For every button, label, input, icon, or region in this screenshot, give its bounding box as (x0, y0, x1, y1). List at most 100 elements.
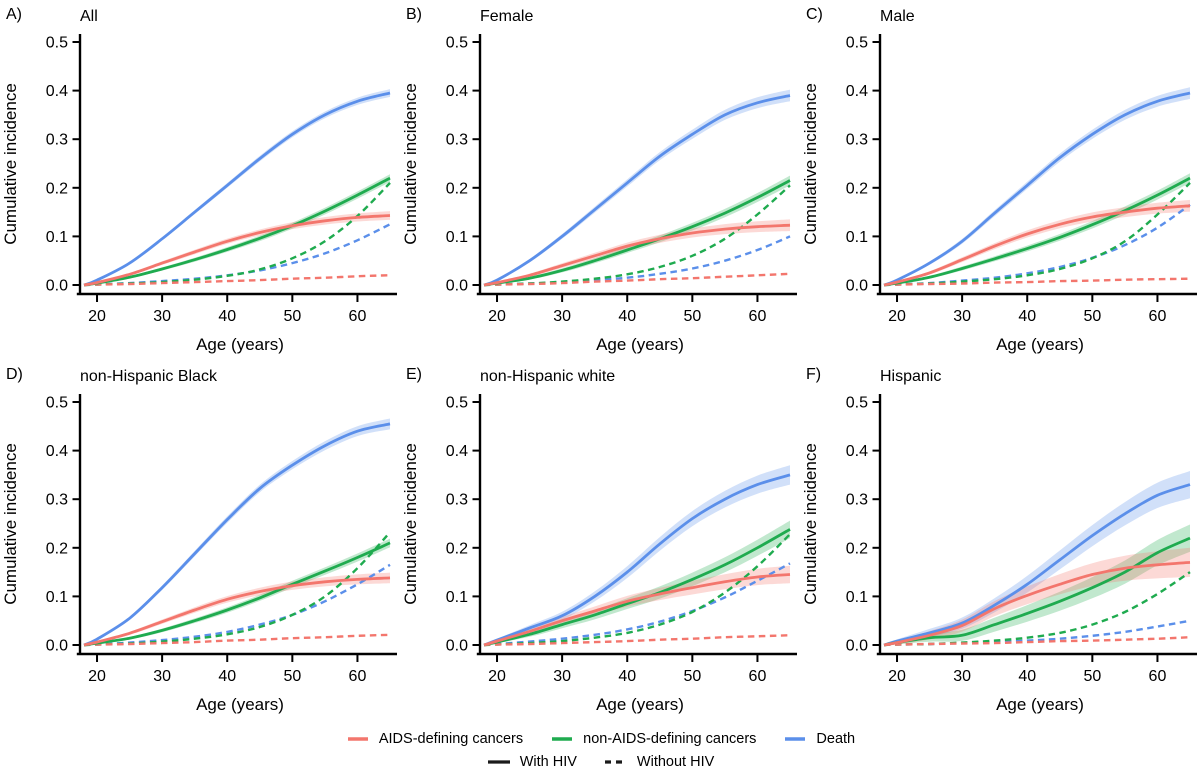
ci-band-blue (884, 471, 1190, 645)
without-hiv-dashed-line-icon (604, 759, 627, 764)
x-axis-label: Age (years) (196, 695, 284, 714)
y-tick-label: 0.4 (446, 443, 468, 460)
x-tick-label: 60 (1149, 668, 1167, 685)
curve-blue-solid (483, 473, 791, 647)
x-axis-label: Age (years) (196, 335, 284, 354)
y-tick-label: 0.1 (46, 589, 68, 606)
x-tick-label: 40 (1018, 668, 1036, 685)
x-tick-label: 30 (553, 668, 571, 685)
curve-green-solid (483, 528, 791, 647)
x-axis-label: Age (years) (596, 695, 684, 714)
x-axis-label: Age (years) (996, 695, 1084, 714)
legend-item-non-aids-defining-cancers: non-AIDS-defining cancers (549, 731, 756, 747)
y-tick-label: 0.3 (446, 492, 468, 509)
y-tick-label: 0.1 (846, 589, 868, 606)
x-tick-label: 20 (888, 308, 906, 325)
curve-green-solid (883, 176, 1191, 287)
y-tick-label: 0.0 (446, 638, 468, 655)
y-tick-label: 0.5 (846, 35, 868, 52)
x-tick-label: 50 (283, 668, 301, 685)
y-tick-label: 0.3 (46, 492, 68, 509)
panel-c-male-chart: C) Male 0.0 0.1 0.2 0.3 0.4 0.5 20 30 40 50 60 Age (y… (801, 6, 1197, 354)
panel-letter: B) (406, 6, 422, 23)
curve-blue-solid (83, 91, 391, 287)
panel-title: Male (880, 8, 915, 25)
legend-item-without-hiv: Without HIV (603, 754, 714, 770)
legend-label-without-hiv: Without HIV (636, 753, 715, 770)
panel-letter: A) (6, 6, 22, 23)
y-tick-label: 0.0 (846, 278, 868, 295)
ci-band-red (884, 547, 1190, 646)
y-tick-label: 0.2 (846, 180, 868, 197)
y-tick-label: 0.0 (846, 638, 868, 655)
curve-red-dashed (483, 272, 791, 287)
x-tick-label: 40 (618, 308, 636, 325)
legend-label-with-hiv: With HIV (519, 753, 577, 770)
curve-blue-solid (83, 422, 391, 647)
curve-red-solid (483, 573, 791, 647)
x-tick-label: 40 (218, 668, 236, 685)
aids-defining-cancers-key-line-icon (347, 736, 368, 741)
x-tick-label: 20 (488, 308, 506, 325)
legend-label-aids-defining-cancers: AIDS-defining cancers (378, 730, 524, 747)
y-axis-label: Cumulative incidence (401, 443, 420, 605)
curve-red-solid (83, 576, 391, 647)
y-tick-label: 0.0 (446, 278, 468, 295)
ci-band-blue (484, 465, 790, 645)
x-axis-label: Age (years) (596, 335, 684, 354)
x-tick-label: 30 (953, 308, 971, 325)
y-tick-label: 0.0 (46, 638, 68, 655)
panel-title: All (80, 8, 98, 25)
y-tick-label: 0.1 (846, 229, 868, 246)
y-tick-label: 0.3 (846, 492, 868, 509)
ci-band-green (84, 174, 390, 285)
x-tick-label: 40 (618, 668, 636, 685)
panel-title: non-Hispanic white (480, 368, 615, 385)
x-tick-label: 60 (349, 308, 367, 325)
ci-band-blue (884, 87, 1190, 285)
y-tick-label: 0.5 (46, 35, 68, 52)
y-axis-label: Cumulative incidence (801, 83, 820, 245)
y-tick-label: 0.2 (446, 540, 468, 557)
panel-d-non-hispanic-black-chart: D) non-Hispanic Black 0.0 0.1 0.2 0.3 0.4 0.5 20… (1, 366, 397, 714)
panel-f-hispanic-chart: F) Hispanic 0.0 0.1 0.2 0.3 0.4 0.5 20 30 40 50 60 Ag… (801, 366, 1197, 714)
y-tick-label: 0.1 (46, 229, 68, 246)
y-tick-label: 0.4 (846, 443, 868, 460)
y-tick-label: 0.4 (846, 83, 868, 100)
legend-row-line-types: With HIV Without HIV (486, 753, 714, 770)
ci-band-blue (84, 418, 390, 645)
death-key-line-icon (785, 736, 806, 741)
curve-green-dashed (83, 182, 391, 287)
non-aids-defining-cancers-key-line-icon (552, 736, 573, 741)
curve-blue-solid (883, 91, 1191, 287)
y-tick-label: 0.1 (446, 229, 468, 246)
y-tick-label: 0.5 (446, 395, 468, 412)
curve-red-solid (483, 223, 791, 287)
ci-band-blue (84, 89, 390, 285)
y-tick-label: 0.4 (46, 443, 68, 460)
x-tick-label: 20 (88, 668, 106, 685)
panel-grid: A) All 0.0 0.1 0.2 0.3 0.4 0.5 20 30 40 50 60 Age (ye… (1, 6, 1197, 714)
curve-red-dashed (883, 277, 1191, 287)
x-tick-label: 30 (153, 308, 171, 325)
with-hiv-solid-line-icon (487, 759, 510, 764)
y-tick-label: 0.5 (46, 395, 68, 412)
x-tick-label: 40 (218, 308, 236, 325)
curve-red-solid (883, 204, 1191, 287)
x-tick-label: 50 (283, 308, 301, 325)
x-tick-label: 60 (749, 308, 767, 325)
legend-row-outcomes: AIDS-defining cancers non-AIDS-defining … (345, 731, 855, 747)
legend: AIDS-defining cancers non-AIDS-defining … (0, 718, 1200, 782)
x-tick-label: 20 (88, 308, 106, 325)
curve-green-dashed (83, 531, 391, 647)
panel-a-all-chart: A) All 0.0 0.1 0.2 0.3 0.4 0.5 20 30 40 50 60 Age (ye… (1, 6, 397, 354)
panel-letter: C) (806, 6, 823, 23)
x-tick-label: 20 (488, 668, 506, 685)
y-tick-label: 0.0 (46, 278, 68, 295)
curve-red-dashed (83, 274, 391, 287)
y-tick-label: 0.5 (446, 35, 468, 52)
x-tick-label: 40 (1018, 308, 1036, 325)
x-tick-label: 30 (153, 668, 171, 685)
y-tick-label: 0.1 (446, 589, 468, 606)
panel-title: Hispanic (880, 368, 941, 385)
